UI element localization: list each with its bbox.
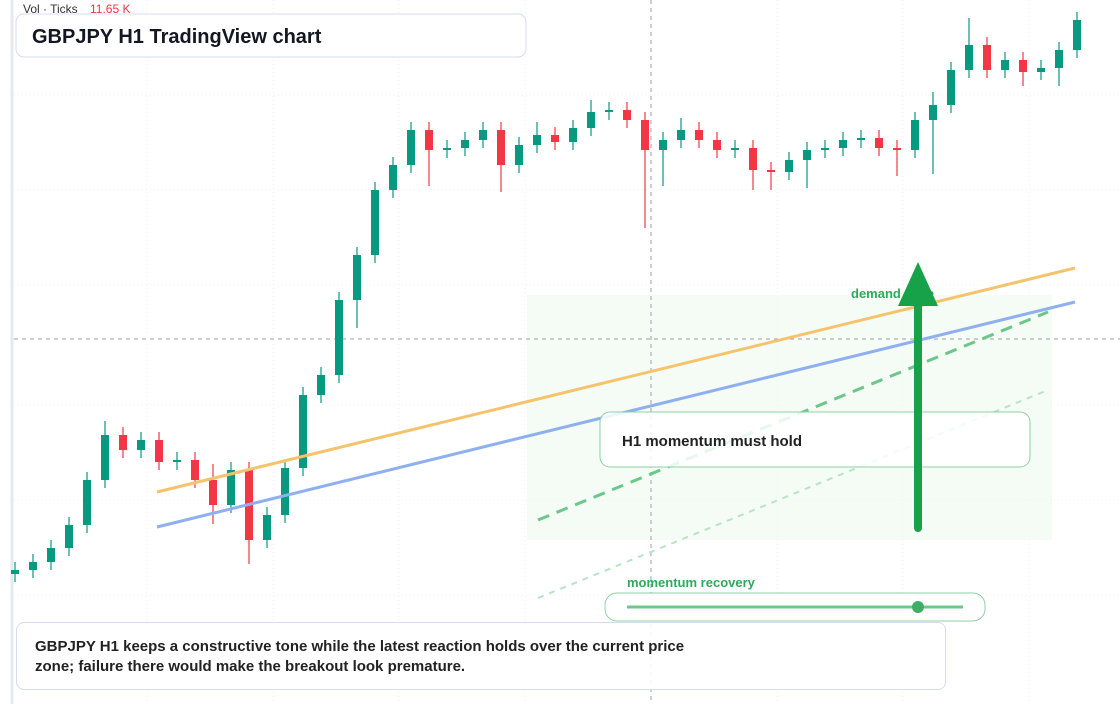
candle-body — [65, 525, 73, 548]
candle-body — [227, 470, 235, 505]
candle-body — [47, 548, 55, 562]
candle-body — [1037, 68, 1045, 72]
candle-body — [551, 135, 559, 142]
candle-body — [317, 375, 325, 395]
candle-body — [641, 120, 649, 150]
candle-body — [209, 480, 217, 505]
candle-body — [29, 562, 37, 570]
candle-body — [407, 130, 415, 165]
candle-body — [875, 138, 883, 148]
candle-body — [731, 148, 739, 150]
candle-body — [461, 140, 469, 148]
candle-body — [785, 160, 793, 172]
candle-body — [911, 120, 919, 150]
candle-body — [497, 130, 505, 165]
arrow-head — [898, 262, 938, 306]
candle-body — [623, 110, 631, 120]
candle-body — [479, 130, 487, 140]
title-box — [15, 13, 527, 58]
candle-body — [83, 480, 91, 525]
candle-body — [173, 460, 181, 462]
slider-knob — [912, 601, 924, 613]
volume-value: 11.65 K — [90, 2, 130, 16]
candle-body — [1073, 20, 1081, 50]
candle-body — [677, 130, 685, 140]
candle-body — [947, 70, 955, 105]
candle-body — [101, 435, 109, 480]
candle-body — [767, 170, 775, 172]
candle-body — [263, 515, 271, 540]
candle-body — [443, 148, 451, 150]
candle-body — [893, 148, 901, 150]
candle-body — [533, 135, 541, 145]
dashed-projection — [537, 310, 1049, 522]
candle-body — [587, 112, 595, 128]
candle-body — [353, 255, 361, 300]
momentum-box — [599, 411, 1031, 468]
candle-body — [569, 128, 577, 142]
recovery-label: momentum recovery — [627, 575, 756, 590]
candle-body — [983, 45, 991, 70]
candle-body — [713, 140, 721, 150]
candle-body — [137, 440, 145, 450]
note-box: GBPJPY H1 keeps a constructive tone whil… — [16, 622, 946, 690]
candle-body — [839, 140, 847, 148]
candle-body — [299, 395, 307, 468]
candle-body — [605, 110, 613, 112]
momentum-text: H1 momentum must hold — [622, 433, 802, 450]
candle-body — [515, 145, 523, 165]
note-text: GBPJPY H1 keeps a constructive tone whil… — [35, 638, 685, 675]
candle-body — [1055, 50, 1063, 68]
volume-label: Vol · Ticks — [23, 2, 78, 16]
candle-body — [119, 435, 127, 450]
candle-body — [749, 148, 757, 170]
candle-body — [821, 148, 829, 150]
candle-body — [425, 130, 433, 150]
candle-body — [659, 140, 667, 150]
candle-body — [335, 300, 343, 375]
candle-body — [857, 138, 865, 140]
candle-body — [695, 130, 703, 140]
candle-body — [389, 165, 397, 190]
candle-body — [281, 468, 289, 515]
candle-body — [1019, 60, 1027, 72]
candle-body — [929, 105, 937, 120]
candle-body — [965, 45, 973, 70]
candle-body — [371, 190, 379, 255]
candle-body — [155, 440, 163, 462]
chart-title: GBPJPY H1 TradingView chart — [32, 26, 322, 48]
candle-body — [803, 150, 811, 160]
candle-body — [1001, 60, 1009, 70]
candle-body — [11, 570, 19, 574]
candle-body — [191, 460, 199, 480]
